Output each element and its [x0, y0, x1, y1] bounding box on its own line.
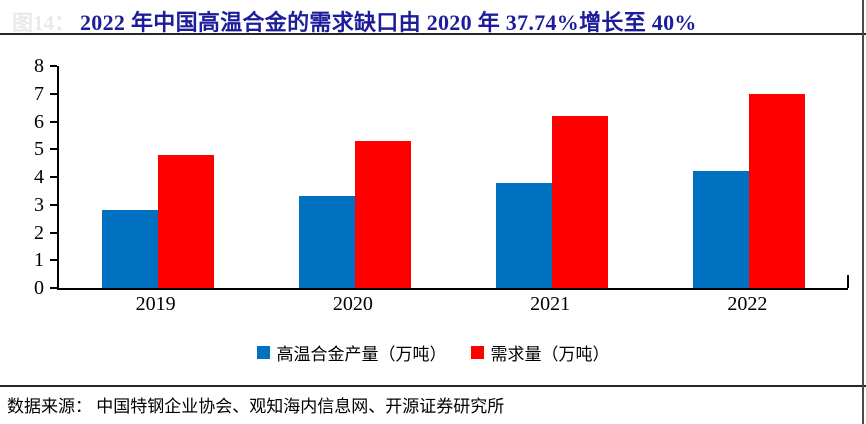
bar-demand-2020 — [354, 140, 411, 288]
x-tick-label: 2019 — [135, 293, 176, 315]
x-tick-label: 2020 — [332, 293, 373, 315]
data-source: 数据来源： 中国特钢企业协会、观知海内信息网、开源证券研究所 — [7, 397, 505, 416]
y-tick-mark — [50, 259, 57, 262]
chart-legend: 高温合金产量（万吨） 需求量（万吨） — [0, 340, 866, 365]
y-tick-label: 4 — [34, 166, 44, 188]
legend-label-demand: 需求量（万吨） — [490, 345, 610, 364]
bar-group-2019 — [59, 66, 256, 288]
bar-production-2020 — [298, 196, 355, 288]
y-tick-mark — [50, 92, 57, 95]
bar-production-2021 — [496, 182, 553, 288]
x-axis-labels: 2019 2020 2021 2022 — [57, 293, 846, 316]
y-tick-label: 5 — [34, 138, 44, 161]
x-axis-end-tick — [847, 275, 849, 288]
y-tick-mark — [50, 65, 57, 67]
y-axis-labels: 0 1 2 3 4 5 6 7 8 — [0, 55, 44, 299]
y-tick-label: 2 — [34, 221, 44, 244]
legend-swatch-demand — [470, 346, 484, 359]
y-tick-mark — [50, 287, 57, 289]
y-tick-label: 6 — [34, 110, 44, 133]
bar-production-2019 — [101, 210, 158, 288]
y-tick-label: 8 — [34, 55, 44, 77]
x-tick-label: 2021 — [530, 293, 571, 315]
y-tick-mark — [50, 176, 57, 178]
legend-item-production: 高温合金产量（万吨） — [256, 340, 447, 365]
bar-production-2022 — [693, 171, 750, 288]
legend-swatch-production — [256, 346, 270, 359]
bar-demand-2021 — [552, 115, 609, 288]
figure-number-ghost: 图14： — [12, 11, 75, 35]
bar-demand-2019 — [157, 154, 214, 288]
x-tick-label: 2022 — [727, 293, 768, 315]
y-tick-mark — [50, 203, 57, 206]
title-row: 图14： 2022 年中国高温合金的需求缺口由 2020 年 37.74%增长至… — [12, 5, 826, 37]
legend-label-production: 高温合金产量（万吨） — [276, 345, 447, 364]
y-tick-label: 0 — [34, 277, 44, 299]
bar-group-2021 — [454, 66, 651, 288]
bar-groups — [59, 66, 848, 288]
chart-title: 2022 年中国高温合金的需求缺口由 2020 年 37.74%增长至 40% — [80, 10, 697, 35]
page-right-border — [862, 0, 864, 424]
y-tick-mark — [50, 231, 57, 234]
top-divider-rule — [0, 33, 866, 35]
y-tick-label: 1 — [34, 249, 44, 272]
legend-item-demand: 需求量（万吨） — [470, 340, 610, 365]
bottom-divider-rule — [0, 385, 866, 387]
bar-group-2022 — [651, 66, 848, 288]
y-tick-mark — [50, 120, 57, 123]
bar-group-2020 — [256, 66, 453, 288]
bar-demand-2022 — [749, 93, 806, 288]
y-tick-label: 3 — [34, 193, 44, 216]
plot-area — [50, 65, 849, 290]
y-tick-label: 7 — [34, 82, 44, 105]
y-tick-mark — [50, 148, 57, 151]
